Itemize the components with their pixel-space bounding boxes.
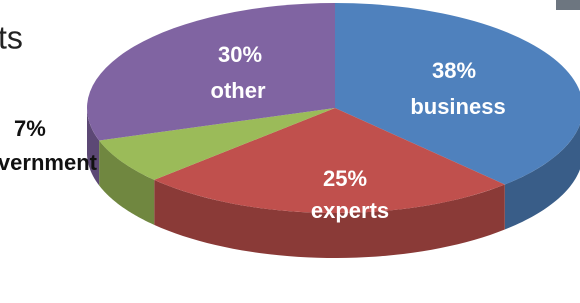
partial-image bbox=[556, 0, 580, 10]
category-label: other bbox=[211, 78, 266, 103]
value-label: 7% bbox=[14, 116, 46, 141]
value-label: 30% bbox=[218, 42, 262, 67]
slide-text: ts bbox=[0, 19, 23, 55]
category-label: experts bbox=[311, 198, 389, 223]
category-label: government bbox=[0, 150, 98, 175]
value-label: 38% bbox=[432, 58, 476, 83]
page: ts 38% business 25% experts 7% government 30% o… bbox=[0, 0, 580, 303]
category-label: business bbox=[410, 94, 505, 119]
value-label: 25% bbox=[323, 166, 367, 191]
slide: ts 38% business 25% experts 7% government 30% o… bbox=[0, 0, 580, 303]
